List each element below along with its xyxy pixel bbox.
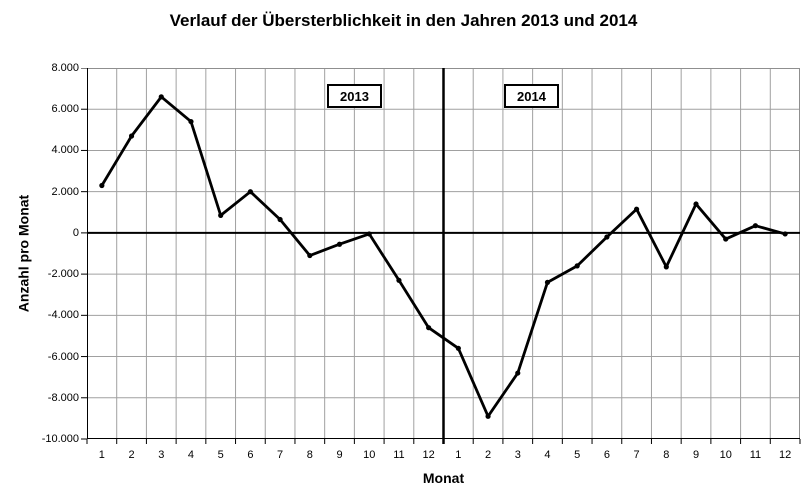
year-label-2013: 2013 <box>327 84 382 108</box>
x-tick-label: 8 <box>306 449 313 461</box>
y-tick-label: 4.000 <box>51 144 79 157</box>
data-point-marker <box>247 189 253 195</box>
x-tick-label: 2 <box>485 449 492 461</box>
data-point-marker <box>158 94 164 100</box>
line-chart-plot <box>81 68 801 444</box>
x-tick-label: 6 <box>603 449 610 461</box>
x-tick-label: 4 <box>544 449 551 461</box>
x-tick-label: 1 <box>455 449 462 461</box>
x-tick-label: 5 <box>217 449 224 461</box>
year-label-2013-text: 2013 <box>340 88 369 104</box>
data-point-marker <box>544 279 551 285</box>
data-point-marker <box>426 325 432 331</box>
x-tick-label: 9 <box>336 449 343 461</box>
data-point-marker <box>782 231 788 237</box>
data-point-marker <box>396 277 402 283</box>
y-tick-label: 6.000 <box>51 103 79 116</box>
x-tick-label: 4 <box>187 449 195 461</box>
data-point-marker <box>485 413 491 419</box>
data-line <box>100 95 787 418</box>
y-tick-label: -4.000 <box>47 309 79 322</box>
x-tick-label: 12 <box>422 449 435 461</box>
x-tick-label: 1 <box>98 449 105 461</box>
data-point-marker <box>693 201 699 207</box>
y-tick-label: -10.000 <box>41 433 79 445</box>
x-tick-label: 10 <box>719 449 732 461</box>
y-tick-label: -2.000 <box>47 268 79 281</box>
data-point-marker <box>663 264 669 270</box>
x-tick-label: 11 <box>749 449 762 461</box>
y-tick-label: -6.000 <box>47 350 79 363</box>
x-tick-label: 7 <box>277 449 284 461</box>
data-point-marker <box>455 345 461 351</box>
year-label-2014: 2014 <box>504 84 559 108</box>
data-point-marker <box>188 118 194 125</box>
data-point-marker <box>99 182 105 189</box>
data-point-marker <box>574 263 580 269</box>
data-point-marker <box>277 216 283 223</box>
data-point-marker <box>604 234 610 240</box>
y-tick-label: 0 <box>72 226 79 239</box>
y-tick-label: 8.000 <box>51 62 79 74</box>
x-tick-label: 7 <box>633 449 640 461</box>
data-point-marker <box>128 133 135 139</box>
x-tick-label: 12 <box>779 449 792 461</box>
data-point-marker <box>307 252 313 259</box>
data-point-marker <box>336 241 343 247</box>
x-tick-label: 5 <box>574 449 581 461</box>
year-label-2014-text: 2014 <box>517 88 546 104</box>
data-point-marker <box>634 206 640 212</box>
x-tick-label: 9 <box>692 449 700 461</box>
data-point-marker <box>723 236 729 242</box>
x-tick-label: 3 <box>514 449 521 461</box>
x-tick-label: 11 <box>393 449 405 461</box>
data-point-marker <box>515 370 521 376</box>
data-point-marker <box>218 212 224 218</box>
x-tick-label: 2 <box>128 449 135 461</box>
x-tick-label: 3 <box>158 449 165 461</box>
x-tick-label: 10 <box>363 449 376 461</box>
x-tick-label: 8 <box>663 449 670 461</box>
y-tick-label: -8.000 <box>47 391 79 404</box>
y-tick-label: 2.000 <box>51 185 79 198</box>
chart-title: Verlauf der Übersterblichkeit in den Jah… <box>169 11 638 30</box>
data-point-marker <box>366 231 372 237</box>
x-axis-title: Monat <box>422 470 465 486</box>
data-point-marker <box>752 223 759 229</box>
x-tick-label: 6 <box>247 449 254 461</box>
